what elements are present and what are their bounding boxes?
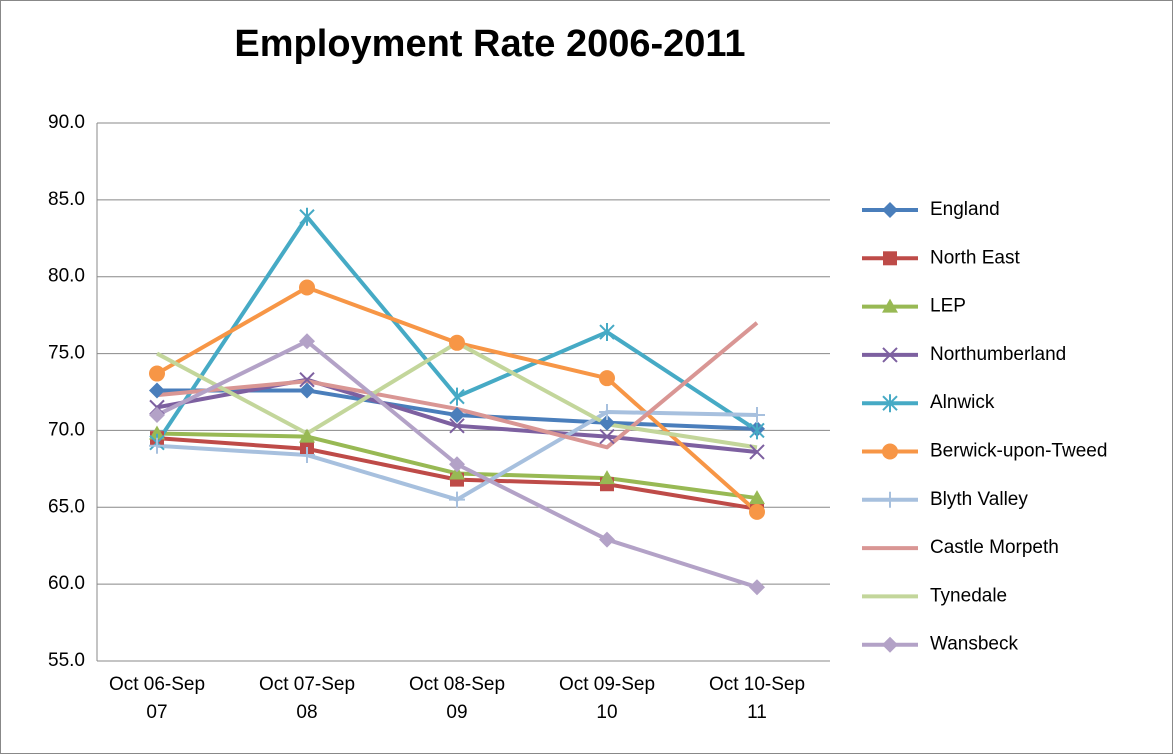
marker [149,437,165,454]
legend-label: North East [930,247,1020,268]
marker [882,394,898,413]
legend-label: Tynedale [930,585,1007,606]
legend-label: Wansbeck [930,634,1018,655]
marker [449,491,465,508]
legend-label: Northumberland [930,344,1066,365]
marker [449,418,465,434]
marker [299,371,315,388]
x-tick-label-line: 08 [296,702,317,723]
x-tick-label-line: 10 [596,702,617,723]
marker [149,382,165,399]
y-tick-label: 65.0 [48,496,85,517]
legend-label: LEP [930,296,966,317]
marker [299,382,315,399]
marker [149,425,165,440]
marker [449,465,465,480]
legend-label: Alnwick [930,392,995,413]
marker [599,470,615,485]
x-tick-label-line: 07 [146,702,167,723]
y-tick-label: 80.0 [48,266,85,287]
x-tick-label-line: Oct 08-Sep [409,674,505,695]
marker [882,636,898,653]
marker [749,490,765,505]
y-tick-label: 85.0 [48,189,85,210]
marker [882,347,898,363]
marker [299,333,315,350]
legend-label: Blyth Valley [930,489,1028,510]
marker [449,456,465,473]
y-tick-label: 75.0 [48,343,85,364]
marker [299,428,315,443]
x-tick-label-line: Oct 09-Sep [559,674,655,695]
x-tick-label-line: Oct 10-Sep [709,674,805,695]
marker [883,251,897,266]
x-tick-label-line: Oct 07-Sep [259,674,355,695]
marker [882,443,898,460]
marker [149,365,165,382]
marker [299,279,315,296]
marker [749,407,765,424]
marker [882,202,898,218]
marker [749,503,765,520]
legend-label: Castle Morpeth [930,537,1059,558]
x-tick-label-line: Oct 06-Sep [109,674,205,695]
marker [599,428,615,445]
legend-label: England [930,199,1000,220]
x-tick-label-line: 09 [446,702,467,723]
x-tick-label: Oct 06-Sep 07 [109,674,205,723]
chart-title: Employment Rate 2006-2011 [234,23,745,65]
x-tick-label-line: 11 [747,702,767,723]
marker [882,491,898,508]
marker [599,370,615,387]
x-tick-label: Oct 08-Sep 09 [409,674,505,723]
marker [299,207,315,226]
x-tick-label: Oct 09-Sep 10 [559,674,655,723]
marker [599,403,615,420]
x-tick-label: Oct 10-Sep 11 [709,674,805,723]
marker [882,298,898,313]
marker [149,407,165,424]
x-tick-label: Oct 07-Sep 08 [259,674,355,723]
y-tick-label: 70.0 [48,419,85,440]
marker [599,323,615,342]
y-tick-label: 60.0 [48,573,85,594]
legend-label: Berwick-upon-Tweed [930,441,1107,462]
y-tick-label: 55.0 [48,650,85,671]
marker [599,414,615,431]
marker [299,447,315,464]
y-tick-label: 90.0 [48,112,85,133]
marker [449,387,465,406]
marker [749,444,765,460]
marker [599,531,615,548]
marker [749,579,765,596]
marker [449,334,465,351]
marker [449,407,465,424]
marker [749,421,765,440]
